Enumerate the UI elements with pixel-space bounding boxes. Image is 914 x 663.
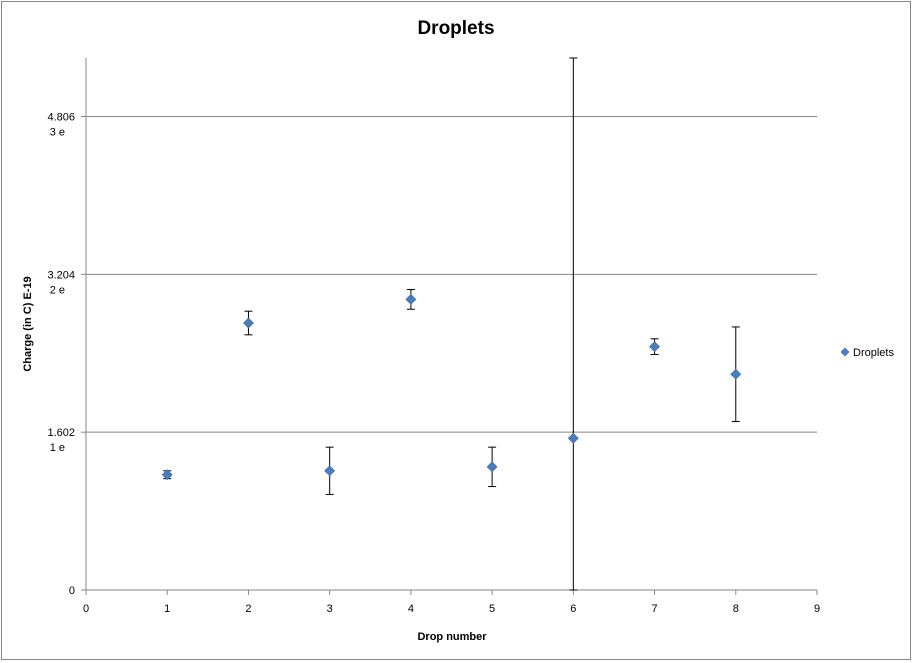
x-tick-label: 4 [408, 603, 414, 615]
gridlines [86, 116, 817, 433]
x-tick-label: 1 [164, 603, 170, 615]
axes [81, 58, 818, 595]
data-point [486, 461, 498, 473]
x-tick-labels: 0 1 2 3 4 5 6 7 8 9 [83, 603, 820, 615]
x-tick-label: 2 [245, 603, 251, 615]
y-axis-title: Charge (in C) E-19 [22, 276, 34, 371]
data-point [567, 432, 579, 444]
x-tick-label: 3 [327, 603, 333, 615]
x-tick-label: 9 [814, 603, 820, 615]
data-points [161, 293, 742, 481]
legend-label: Droplets [853, 347, 894, 359]
data-point [649, 341, 660, 353]
data-point [405, 293, 417, 305]
y-tick-label: 3.204 [47, 269, 75, 281]
x-tick-label: 6 [570, 603, 576, 615]
data-point [730, 368, 742, 380]
y-tick-annotation: 2 e [50, 284, 65, 296]
y-tick-label: 0 [69, 585, 75, 597]
legend: Droplets [840, 347, 894, 359]
x-tick-label: 5 [489, 603, 495, 615]
x-tick-label: 7 [651, 603, 657, 615]
y-tick-annotation: 3 e [50, 127, 65, 139]
x-tick-label: 8 [733, 603, 739, 615]
data-point [243, 317, 254, 329]
y-tick-annotation: 1 e [50, 442, 65, 454]
x-axis-title: Drop number [417, 631, 487, 643]
data-point [324, 465, 336, 477]
x-tick-label: 0 [83, 603, 89, 615]
y-tick-label: 4.806 [47, 112, 75, 124]
data-point [161, 469, 173, 481]
y-tick-label: 1.602 [47, 427, 75, 439]
y-tick-labels: 0 1.602 1 e 3.204 2 e 4.806 3 e [47, 112, 75, 597]
legend-marker-icon [840, 347, 850, 357]
chart-title: Droplets [417, 18, 494, 39]
